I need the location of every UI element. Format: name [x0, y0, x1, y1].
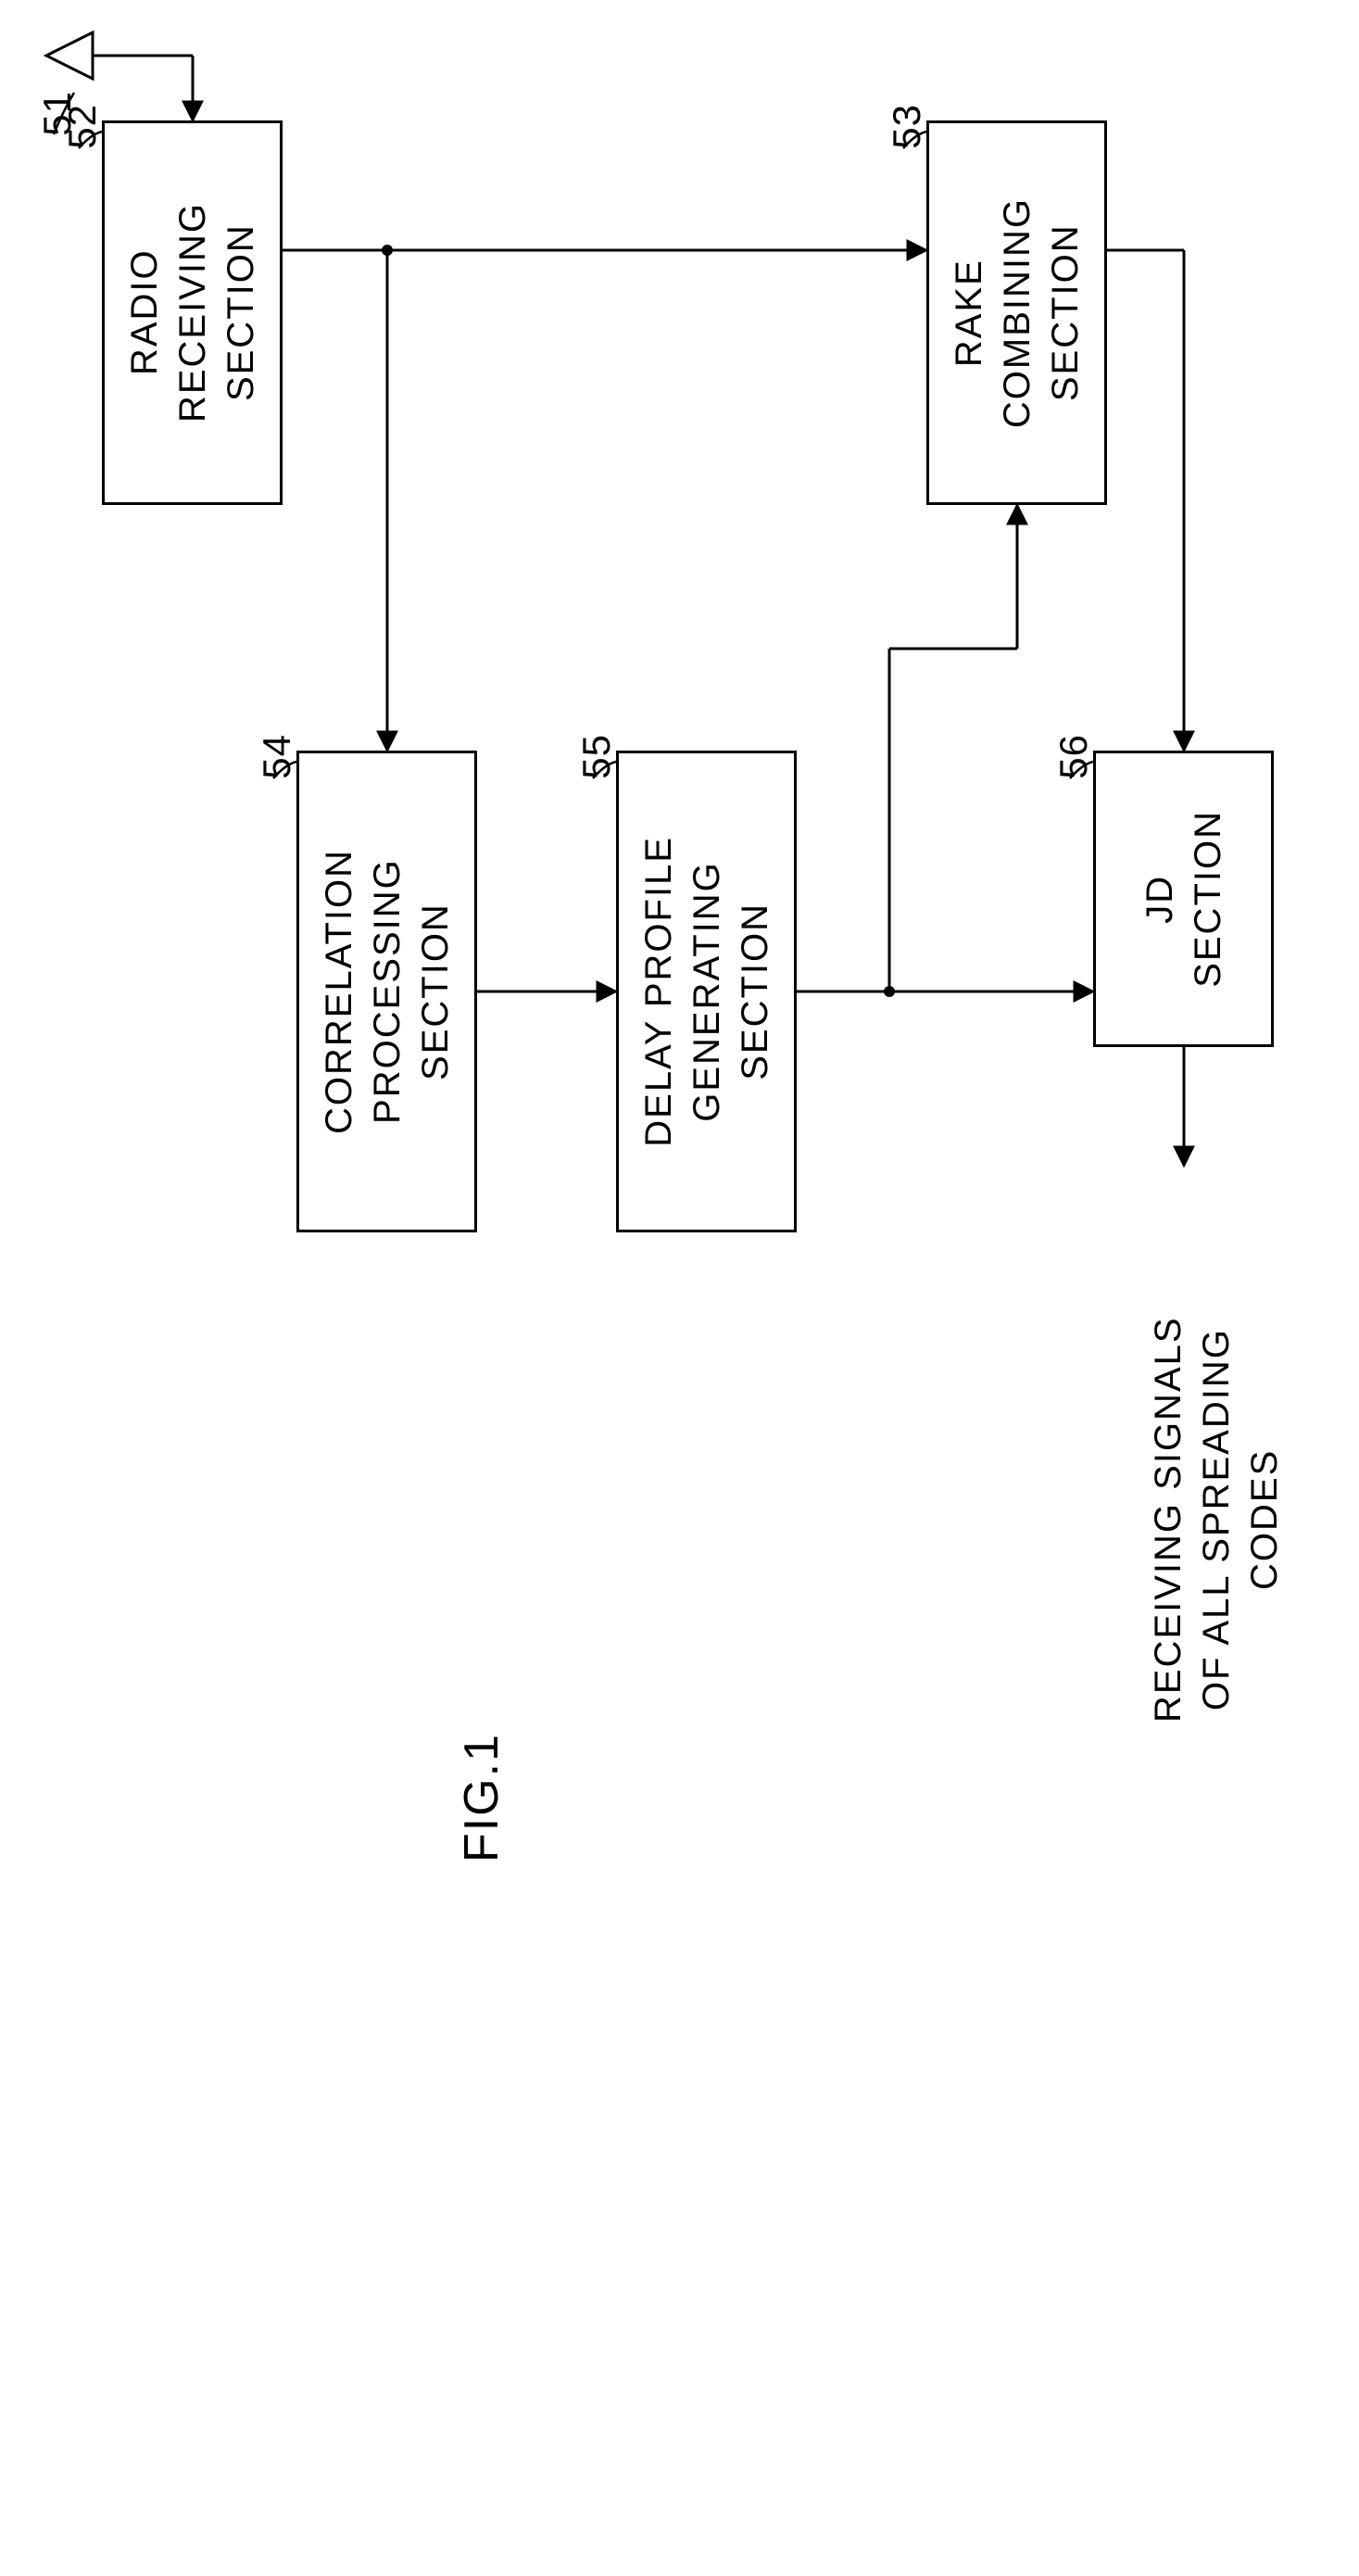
block-rake-combining-label: RAKECOMBININGSECTION	[945, 197, 1089, 428]
ref-53: 53	[885, 104, 929, 149]
block-jd-label: JDSECTION	[1136, 810, 1232, 988]
block-correlation: CORRELATIONPROCESSINGSECTION	[296, 751, 477, 1232]
ref-51: 51	[35, 91, 80, 136]
block-radio-receiving-label: RADIORECEIVINGSECTION	[120, 202, 265, 423]
block-jd: JDSECTION	[1093, 751, 1274, 1047]
block-correlation-label: CORRELATIONPROCESSINGSECTION	[315, 849, 459, 1134]
block-rake-combining: RAKECOMBININGSECTION	[926, 120, 1107, 505]
ref-55: 55	[574, 734, 619, 779]
figure-label: FIG.1	[454, 1733, 510, 1863]
ref-56: 56	[1051, 734, 1096, 779]
block-radio-receiving: RADIORECEIVINGSECTION	[102, 120, 283, 505]
block-delay-profile: DELAY PROFILEGENERATINGSECTION	[616, 751, 797, 1232]
block-delay-profile-label: DELAY PROFILEGENERATINGSECTION	[635, 836, 779, 1147]
ref-54: 54	[255, 734, 299, 779]
diagram-canvas: RADIORECEIVINGSECTION 52 RAKECOMBININGSE…	[0, 0, 1359, 2576]
output-label: RECEIVING SIGNALSOF ALL SPREADINGCODES	[1144, 1177, 1289, 1863]
